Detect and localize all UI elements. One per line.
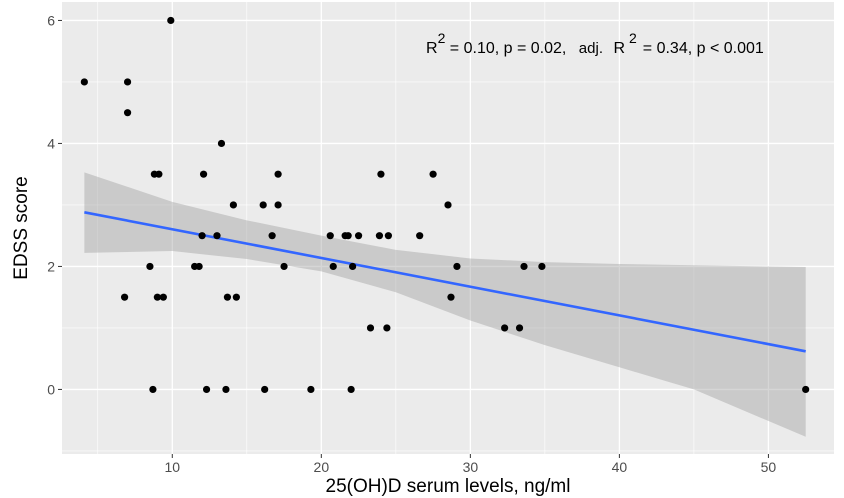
adj-r2-superscript: 2 [629,30,637,46]
data-point [159,293,167,301]
data-point [223,293,232,301]
data-point [416,232,424,240]
data-point [280,262,288,271]
data-point [123,78,132,86]
y-tick-label: 4 [47,135,55,151]
x-axis-ticks: 10 20 30 40 50 [164,454,776,475]
r2-symbol: R [426,40,438,57]
data-point [538,262,546,271]
data-point [447,293,455,301]
confidence-band-area [84,172,806,437]
data-point [501,324,509,332]
adj-label: adj. [579,40,603,57]
data-point [261,385,269,394]
data-point [232,293,240,301]
data-point [366,324,375,332]
y-axis-ticks: 0 2 4 6 [47,12,62,397]
x-tick-label: 10 [164,459,180,475]
data-points [80,16,810,394]
data-point [120,293,129,301]
data-point [274,201,282,209]
data-point [375,232,384,240]
data-point [344,232,352,240]
data-point [520,262,528,271]
data-point [222,385,230,394]
data-point [329,262,337,271]
data-point [377,170,385,178]
data-point [383,324,391,332]
data-point [153,293,161,301]
r2-superscript: 2 [438,30,446,46]
data-point [274,170,282,178]
data-point [326,232,334,240]
data-point [453,262,461,271]
confidence-band [84,172,806,437]
data-point [307,385,315,394]
x-tick-label: 30 [463,459,479,475]
adj-r-symbol: R [613,40,625,57]
data-point [195,262,203,271]
y-tick-label: 2 [47,258,55,274]
data-point [149,385,157,394]
data-point [259,201,267,209]
data-point [802,385,810,394]
data-point [229,201,237,209]
data-point [155,170,163,178]
data-point [444,201,452,209]
x-tick-label: 40 [612,459,628,475]
stats-annotation: R2 = 0.10, p = 0.02, adj. R2= 0.34, p < … [426,30,764,57]
data-point [80,78,88,86]
adj-r2-values: = 0.34, p < 0.001 [643,40,764,57]
y-axis-title: EDSS score [11,176,32,279]
data-point [429,170,437,178]
data-point [146,262,154,271]
data-point [198,232,206,240]
data-point [213,232,221,240]
x-axis-title: 25(OH)D serum levels, ng/ml [326,476,571,497]
x-tick-label: 20 [314,459,330,475]
data-point [349,262,357,271]
data-point [268,232,276,240]
data-point [354,232,363,240]
data-point [515,324,524,332]
data-point [217,139,226,148]
plot-panel [62,2,834,454]
data-point [199,170,208,178]
data-point [384,232,392,240]
data-point [123,109,132,117]
data-point [202,385,211,394]
y-tick-label: 6 [47,12,55,28]
data-point [347,385,355,394]
x-tick-label: 50 [761,459,777,475]
r2-values: = 0.10, p = 0.02, [445,40,566,57]
data-point [167,16,175,25]
y-tick-label: 0 [47,381,55,397]
